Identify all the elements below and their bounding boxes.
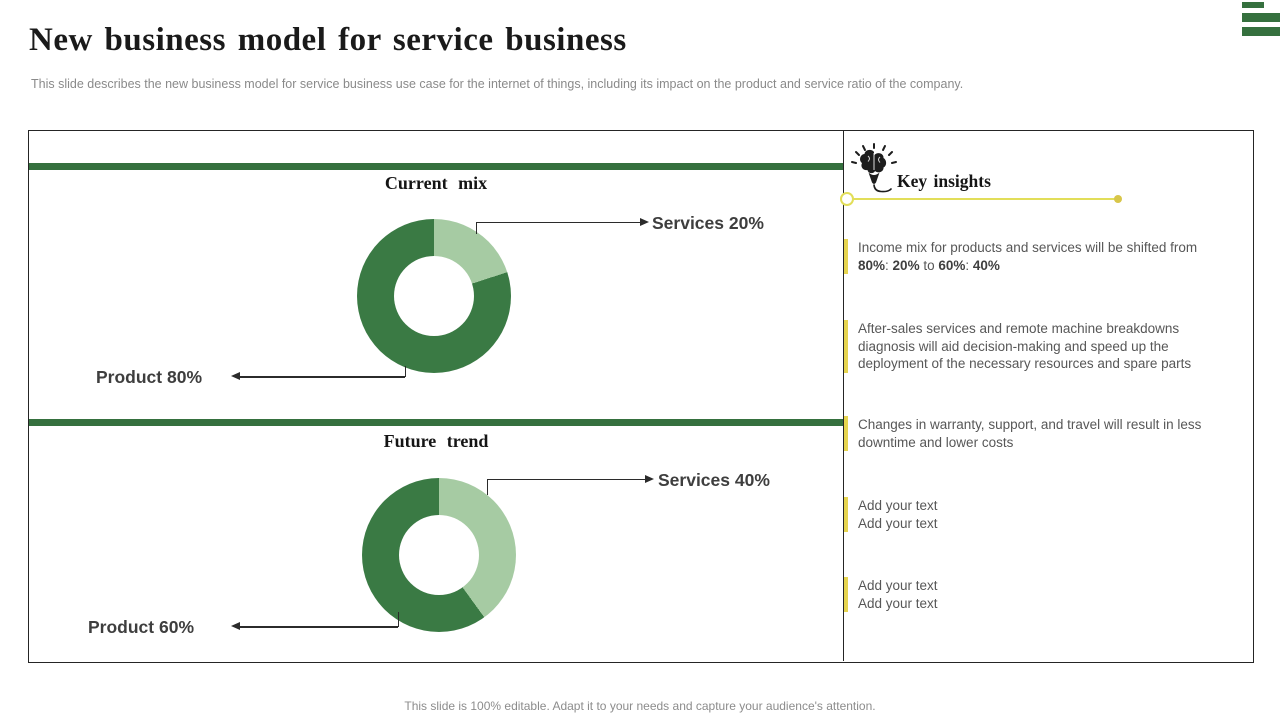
product-60-label: Product 60% [88, 617, 194, 637]
arrow-left-icon [231, 622, 240, 630]
insight-accent-bar [844, 497, 848, 532]
insight-item: Add your text Add your text [844, 497, 1244, 532]
arrow-right-icon [645, 474, 654, 483]
services-callout-line [487, 478, 645, 480]
section-rule [29, 419, 843, 426]
insight-accent-bar [844, 577, 848, 612]
services-callout-line [476, 221, 640, 223]
insight-text: Add your text Add your text [858, 578, 938, 611]
product-callout-line [404, 366, 406, 377]
product-callout-line [240, 376, 405, 378]
underline-end-dot [1114, 195, 1122, 203]
services-callout-line [486, 479, 488, 495]
corner-deco-bar [1242, 2, 1264, 8]
section-rule [29, 163, 843, 170]
arrow-right-icon [640, 217, 649, 226]
product-80-label: Product 80% [96, 367, 202, 387]
insight-item: Add your text Add your text [844, 577, 1244, 612]
key-insights-underline [852, 198, 1118, 200]
corner-deco-bar [1242, 13, 1280, 22]
services-20-label: Services 20% [652, 213, 764, 233]
insight-accent-bar [844, 239, 848, 274]
arrow-left-icon [231, 372, 240, 380]
future-trend-title: Future trend [383, 431, 489, 451]
services-40-label: Services 40% [658, 470, 770, 490]
underline-start-circle [840, 192, 854, 206]
product-callout-line [397, 612, 399, 627]
current-mix-donut-chart [357, 219, 511, 373]
panel-divider [843, 131, 844, 661]
insight-item: Income mix for products and services wil… [844, 239, 1244, 274]
key-insights-heading: Key insights [897, 171, 991, 191]
future-trend-donut-chart [362, 478, 516, 632]
insight-accent-bar [844, 320, 848, 373]
insight-text: Income mix for products and services wil… [858, 240, 1198, 273]
insight-accent-bar [844, 416, 848, 451]
slide-subtitle: This slide describes the new business mo… [31, 77, 964, 91]
insight-text: Add your text Add your text [858, 498, 938, 531]
insight-text: Changes in warranty, support, and travel… [858, 417, 1202, 450]
product-callout-line [240, 626, 398, 628]
insight-item: Changes in warranty, support, and travel… [844, 416, 1244, 451]
page-title: New business model for service business [29, 22, 627, 58]
current-mix-title: Current mix [384, 173, 488, 193]
corner-deco-bar [1242, 27, 1280, 36]
slide-footer: This slide is 100% editable. Adapt it to… [404, 699, 876, 713]
insight-item: After-sales services and remote machine … [844, 320, 1244, 373]
brain-idea-icon [851, 143, 897, 193]
insight-text: After-sales services and remote machine … [858, 321, 1192, 371]
services-callout-line [475, 222, 477, 234]
